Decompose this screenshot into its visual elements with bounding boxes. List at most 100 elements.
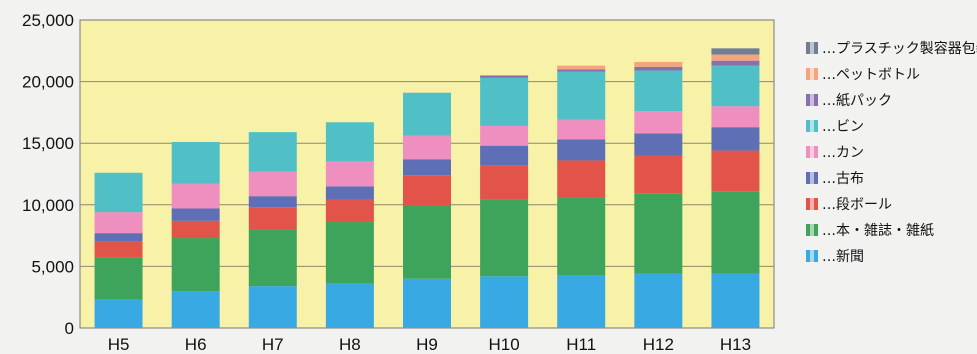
bar-segment	[171, 183, 220, 209]
bar-segment	[171, 141, 220, 184]
x-tick-label: H11	[566, 335, 596, 354]
legend-swatch-highlight	[810, 42, 814, 54]
legend-label: …ビン	[822, 119, 864, 135]
bar-segment	[171, 238, 220, 292]
legend-label: …紙パック	[822, 93, 892, 109]
bar-segment	[557, 119, 606, 140]
bar-segment	[557, 160, 606, 198]
legend-swatch-highlight	[810, 146, 814, 158]
bar-segment	[634, 70, 683, 112]
bar-segment	[248, 286, 297, 328]
bar-segment	[403, 206, 451, 279]
bar-segment	[248, 196, 297, 208]
bar-segment	[94, 257, 143, 300]
bar-segment	[711, 191, 760, 274]
bar-segment	[94, 299, 143, 328]
bar-segment	[634, 61, 683, 67]
bar-segment	[171, 208, 220, 221]
legend-label: …ペットボトル	[822, 67, 920, 83]
bar-segment	[480, 75, 529, 78]
legend-swatch-highlight	[810, 68, 814, 80]
bar-segment	[325, 283, 374, 328]
y-tick-label: 15,000	[22, 134, 74, 153]
bars	[94, 48, 760, 328]
x-tick-label: H9	[416, 335, 438, 354]
bar-segment	[94, 212, 143, 234]
bar-segment	[403, 92, 451, 136]
y-tick-label: 25,000	[22, 11, 74, 30]
bar-segment	[634, 133, 683, 156]
bar-segment	[557, 65, 606, 70]
bar-segment	[325, 199, 374, 223]
bar-segment	[171, 220, 220, 239]
bar-segment	[403, 159, 451, 176]
bar-segment	[711, 65, 760, 107]
legend-label: …新聞	[822, 249, 864, 265]
bar-segment	[480, 125, 529, 146]
legend-swatch-highlight	[810, 250, 814, 262]
bar-segment	[480, 276, 529, 328]
bar-segment	[711, 60, 760, 66]
bar-segment	[325, 161, 374, 187]
bar-segment	[480, 145, 529, 166]
legend-swatch-highlight	[810, 224, 814, 236]
bar-segment	[711, 150, 760, 192]
legend-label: …本・雑誌・雑紙	[822, 223, 934, 239]
bar-segment	[248, 171, 297, 197]
bar-segment	[711, 54, 760, 61]
y-tick-label: 5,000	[31, 257, 74, 276]
y-tick-label: 0	[65, 319, 74, 338]
bar-segment	[634, 155, 683, 194]
x-tick-label: H8	[339, 335, 361, 354]
legend-label: …古布	[822, 171, 864, 187]
y-axis-tick-labels: 0 5,000 10,000 15,000 20,000 25,000	[22, 11, 74, 338]
bar-segment	[325, 186, 374, 200]
x-tick-label: H5	[108, 335, 130, 354]
bar-segment	[711, 273, 760, 328]
legend: …プラスチック製容器包装 …ペットボトル …紙パック …ビン …カン …古布 …段ボール …本…	[806, 40, 977, 265]
legend-label: …プラスチック製容器包装	[822, 40, 977, 57]
legend-label: …カン	[822, 145, 864, 161]
legend-swatch-highlight	[810, 120, 814, 132]
y-tick-label: 20,000	[22, 73, 74, 92]
bar-segment	[634, 111, 683, 134]
bar-segment	[248, 207, 297, 230]
bar-segment	[403, 278, 451, 328]
x-tick-label: H7	[262, 335, 284, 354]
bar-segment	[557, 139, 606, 161]
bar-segment	[480, 165, 529, 200]
legend-label: …段ボール	[822, 197, 892, 213]
bar-segment	[634, 66, 683, 71]
bar-segment	[403, 175, 451, 207]
bar-segment	[634, 193, 683, 274]
bar-segment	[557, 69, 606, 72]
bar-segment	[325, 222, 374, 284]
bar-segment	[325, 122, 374, 162]
x-tick-label: H10	[489, 335, 520, 354]
x-tick-label: H6	[185, 335, 207, 354]
bar-segment	[248, 132, 297, 172]
bar-segment	[248, 229, 297, 287]
legend-swatch-highlight	[810, 172, 814, 184]
bar-segment	[557, 71, 606, 120]
legend-swatch-highlight	[810, 94, 814, 106]
x-tick-label: H12	[643, 335, 674, 354]
bar-segment	[634, 273, 683, 328]
bar-segment	[94, 233, 143, 242]
bar-segment	[94, 172, 143, 213]
bar-segment	[557, 197, 606, 276]
bar-segment	[711, 127, 760, 151]
bar-segment	[557, 275, 606, 328]
bar-segment	[171, 291, 220, 328]
bar-segment	[403, 135, 451, 160]
bar-segment	[480, 199, 529, 277]
bar-segment	[711, 106, 760, 128]
x-axis-tick-labels: H5 H6 H7 H8 H9 H10 H11 H12 H13	[108, 335, 751, 354]
bar-segment	[711, 48, 760, 55]
bar-segment	[480, 77, 529, 126]
legend-swatch-highlight	[810, 198, 814, 210]
x-tick-label: H13	[720, 335, 751, 354]
bar-segment	[94, 241, 143, 258]
y-tick-label: 10,000	[22, 196, 74, 215]
